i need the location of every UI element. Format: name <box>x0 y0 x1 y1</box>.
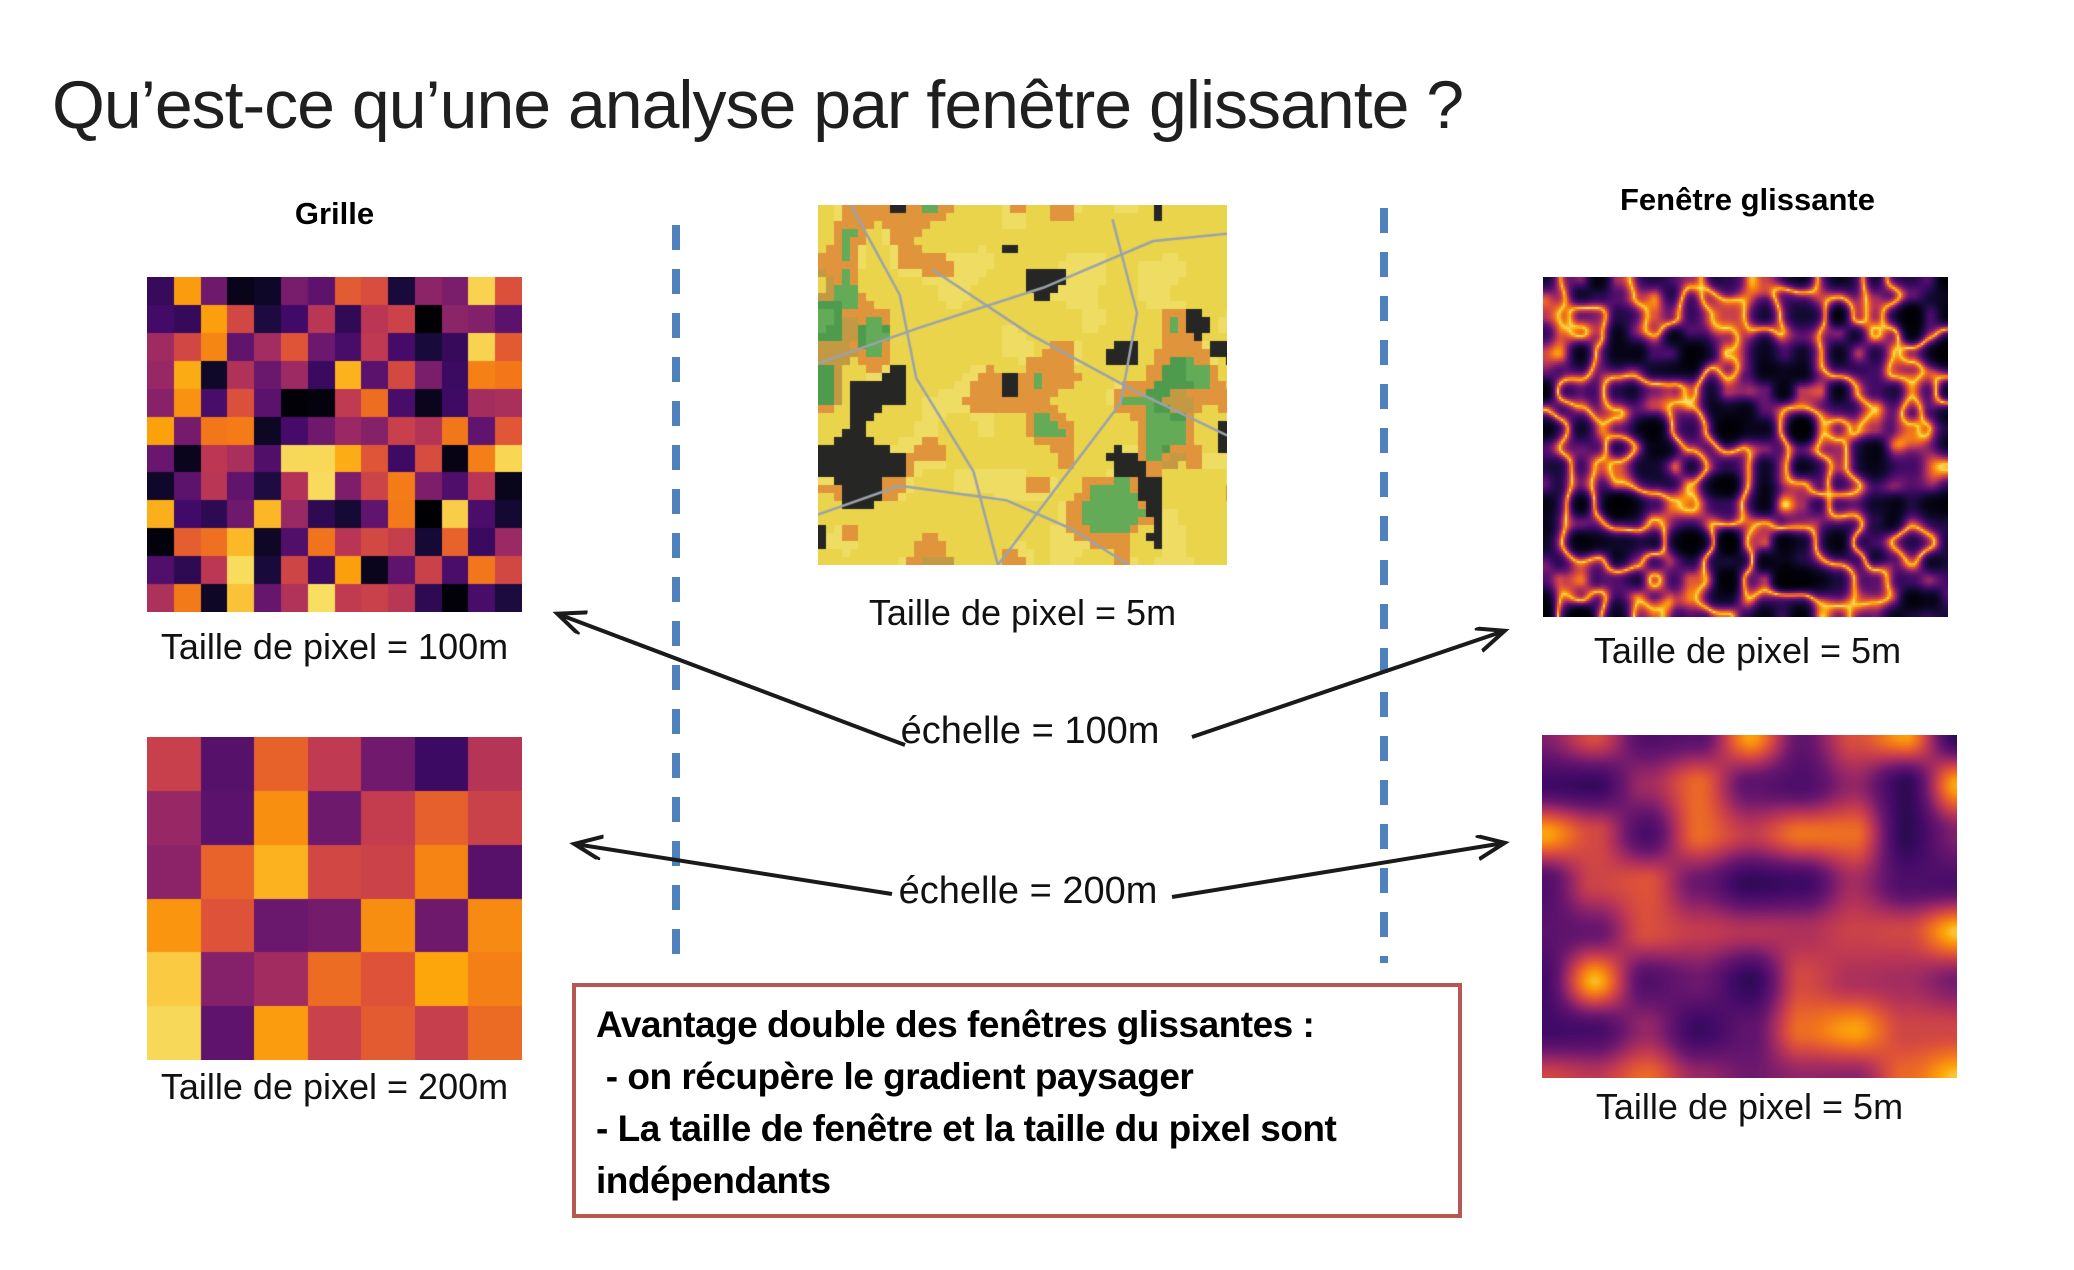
grid-heatmap-200m-image <box>147 737 522 1060</box>
note-line-3: - La taille de fenêtre et la taille du p… <box>596 1108 1337 1149</box>
note-line-4: indépendants <box>596 1160 831 1201</box>
grid-heatmap-100m-image <box>147 277 522 612</box>
scale-label-100m: échelle = 100m <box>900 710 1160 752</box>
arrow-scale100-to-sliding <box>1191 631 1504 739</box>
advantages-note-box: Avantage double des fenêtres glissantes … <box>572 983 1462 1218</box>
caption-grid-200m: Taille de pixel = 200m <box>160 1066 509 1107</box>
caption-sliding-bottom-5m: Taille de pixel = 5m <box>1595 1086 1904 1127</box>
note-line-1: Avantage double des fenêtres glissantes … <box>596 1004 1315 1045</box>
caption-grid-100m: Taille de pixel = 100m <box>160 626 509 667</box>
right-column-heading: Fenêtre glissante <box>1620 182 1875 217</box>
caption-sliding-top-5m: Taille de pixel = 5m <box>1593 630 1902 671</box>
right-dashed-divider <box>1380 208 1388 963</box>
scale-label-200m: échelle = 200m <box>898 870 1158 912</box>
sliding-window-100m-image <box>1543 277 1948 617</box>
page-title: Qu’est-ce qu’une analyse par fenêtre gli… <box>52 67 1464 143</box>
caption-map-5m: Taille de pixel = 5m <box>868 592 1177 633</box>
left-dashed-divider <box>672 225 680 963</box>
left-column-heading: Grille <box>294 196 375 231</box>
sliding-window-200m-image <box>1542 735 1957 1078</box>
landcover-map-image <box>818 205 1227 565</box>
note-line-2: - on récupère le gradient paysager <box>596 1056 1194 1097</box>
